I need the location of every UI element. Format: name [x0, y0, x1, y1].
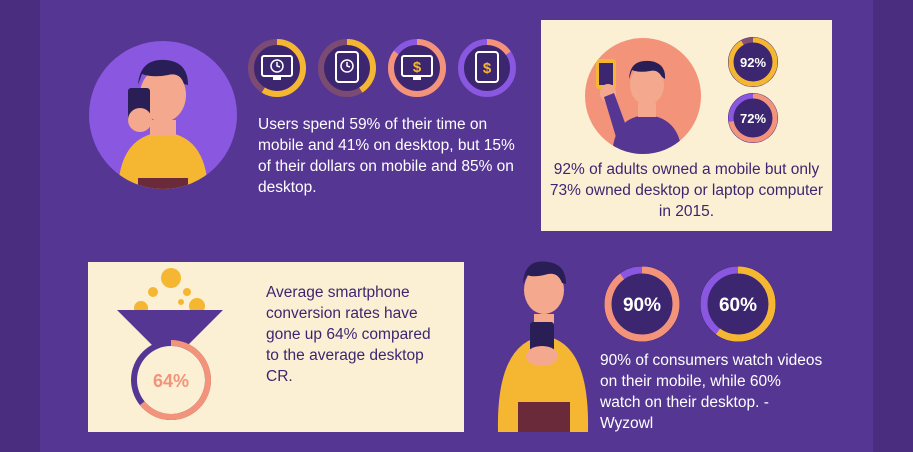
conversion-text: Average smartphone conversion rates have… [266, 284, 431, 385]
svg-text:$: $ [413, 59, 422, 76]
monitor-dollar-icon: $ [388, 39, 446, 97]
tablet-clock-icon [318, 39, 376, 97]
desktop-video-ring: 60% [700, 266, 776, 342]
ownership-rings: 92% 72% [728, 37, 778, 143]
man-with-phone-illustration [89, 41, 237, 189]
ownership-text: 92% of adults owned a mobile but only 73… [549, 161, 824, 220]
svg-text:90%: 90% [623, 295, 661, 316]
tablet-dollar-icon: $ [458, 39, 516, 97]
mobile-video-ring: 90% [604, 266, 680, 342]
man-using-phone-illustration [497, 261, 589, 432]
video-text: 90% of consumers watch videos on their m… [600, 352, 823, 432]
desktop-ownership-ring: 72% [728, 93, 778, 143]
svg-text:$: $ [483, 60, 492, 77]
svg-text:72%: 72% [740, 111, 766, 126]
man-holding-phone-illustration [585, 38, 701, 154]
conversion-percent: 64% [153, 371, 189, 391]
svg-text:92%: 92% [740, 55, 766, 70]
conversion-funnel-illustration: 64% [117, 268, 223, 420]
time-money-rings: $ $ [248, 39, 516, 97]
monitor-clock-icon [248, 39, 306, 97]
time-money-text: Users spend 59% of their time on mobile … [258, 116, 515, 196]
video-rings: 90% 60% [604, 266, 776, 342]
svg-text:60%: 60% [719, 295, 757, 316]
mobile-ownership-ring: 92% [728, 37, 778, 87]
